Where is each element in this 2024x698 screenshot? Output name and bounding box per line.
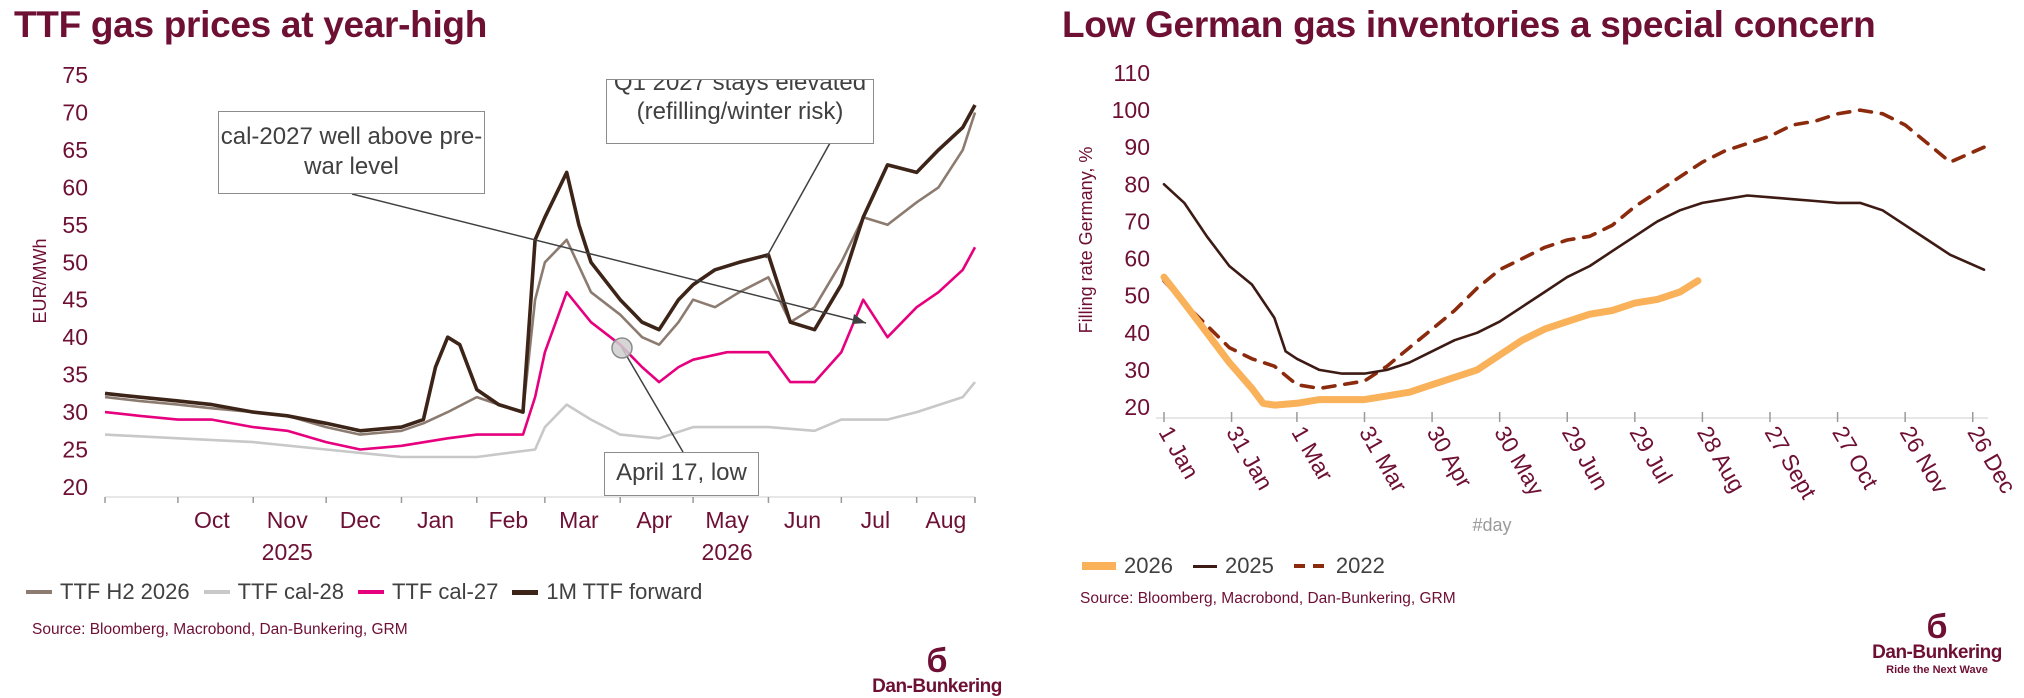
y-tick-label: 40 bbox=[62, 324, 88, 350]
series-line-1m-ttf-forward bbox=[104, 104, 977, 433]
x-tick-label: Jun bbox=[784, 507, 821, 533]
y-tick-label: 70 bbox=[1124, 208, 1150, 234]
y-tick-label: 55 bbox=[62, 212, 88, 238]
annotation-leader-april17 bbox=[621, 347, 684, 453]
y-tick-label: 110 bbox=[1113, 60, 1150, 86]
y-tick-label: 60 bbox=[1124, 246, 1150, 272]
x-tick-label: Nov bbox=[267, 507, 308, 533]
x-tick-label: 1 Jan bbox=[1154, 422, 1205, 484]
left-source: Source: Bloomberg, Macrobond, Dan-Bunker… bbox=[32, 621, 408, 638]
x-axis-title: #day bbox=[1472, 515, 1511, 535]
legend-swatch bbox=[26, 590, 52, 594]
legend-swatch bbox=[1192, 564, 1217, 568]
x-tick-label: 29 Jun bbox=[1557, 422, 1614, 495]
series-line-2026 bbox=[1160, 273, 1702, 409]
x-tick-label: 27 Oct bbox=[1827, 422, 1884, 494]
legend-swatch bbox=[1293, 564, 1328, 568]
y-tick-label: 20 bbox=[1124, 394, 1150, 420]
y-tick-label: 90 bbox=[1124, 134, 1150, 160]
x-year-label: 2025 bbox=[262, 539, 313, 565]
x-tick-label: Jul bbox=[861, 507, 890, 533]
legend-item-1m-ttf: 1M TTF forward bbox=[512, 579, 702, 605]
legend-item-cal27: TTF cal-27 bbox=[357, 579, 498, 605]
legend-swatch bbox=[1082, 562, 1116, 570]
x-tick-label: Aug bbox=[925, 507, 966, 533]
series-line-2025 bbox=[1162, 183, 1986, 375]
y-tick-label: 65 bbox=[62, 137, 88, 163]
x-tick-label: May bbox=[705, 507, 749, 533]
y-axis-title: Filling rate Germany, % bbox=[1076, 147, 1096, 334]
y-tick-label: 30 bbox=[62, 399, 88, 425]
y-tick-label: 70 bbox=[62, 99, 88, 125]
arrowhead-icon bbox=[852, 314, 866, 324]
y-tick-label: 50 bbox=[1124, 283, 1150, 309]
legend-item-cal28: TTF cal-28 bbox=[203, 579, 344, 605]
y-tick-label: 45 bbox=[62, 287, 88, 313]
series-line-2022 bbox=[1162, 108, 1986, 391]
x-tick-label: Mar bbox=[559, 507, 599, 533]
x-tick-label: Oct bbox=[194, 507, 230, 533]
right-chart-panel: Low German gas inventories a special con… bbox=[1062, 0, 2024, 698]
left-chart-panel: TTF gas prices at year-high 20 25 30 35 40 45… bbox=[14, 4, 1012, 698]
x-tick-label: 29 Jul bbox=[1624, 422, 1677, 488]
x-tick-label: Feb bbox=[489, 507, 529, 533]
x-tick-label: 26 Nov bbox=[1895, 422, 1954, 499]
legend-swatch bbox=[357, 590, 384, 594]
right-source: Source: Bloomberg, Macrobond, Dan-Bunker… bbox=[1080, 590, 1456, 607]
logo-mark-icon: б bbox=[926, 646, 948, 680]
x-tick-label: 30 Apr bbox=[1422, 422, 1478, 493]
left-logo: б Dan-Bunkering bbox=[862, 646, 1012, 698]
annotation-q1-2027: Q1 2027 stays elevated (refilling/winter… bbox=[606, 79, 874, 144]
annotation-leader-q1-2027 bbox=[765, 142, 831, 259]
y-tick-label: 40 bbox=[1124, 320, 1150, 346]
x-tick-label: 27 Sept bbox=[1760, 422, 1822, 504]
y-tick-label: 35 bbox=[62, 362, 88, 388]
legend-swatch bbox=[512, 589, 539, 595]
y-tick-label: 30 bbox=[1124, 357, 1150, 383]
x-tick-label: 30 May bbox=[1489, 422, 1549, 501]
legend-item-2026: 2026 bbox=[1082, 553, 1173, 579]
y-tick-label: 80 bbox=[1124, 171, 1150, 197]
legend-item-2022: 2022 bbox=[1293, 553, 1385, 579]
logo-mark-icon: б bbox=[1926, 608, 1948, 646]
left-chart-title: TTF gas prices at year-high bbox=[14, 4, 488, 45]
y-tick-label: 60 bbox=[62, 174, 88, 200]
german-storage-chart: 20 30 40 50 60 70 80 90 100 110 Filling rate Germa… bbox=[1076, 60, 2021, 535]
annotation-leader-cal2027 bbox=[351, 193, 867, 324]
y-tick-label: 25 bbox=[62, 437, 88, 463]
y-tick-label: 20 bbox=[62, 474, 88, 500]
y-tick-label: 75 bbox=[62, 62, 88, 88]
x-tick-label: Apr bbox=[636, 507, 672, 533]
series-line-ttf-h2-2026 bbox=[104, 112, 977, 436]
y-axis-title: EUR/MWh bbox=[30, 239, 50, 324]
april17-marker bbox=[611, 337, 633, 359]
x-tick-label: 31 Jan bbox=[1221, 422, 1278, 495]
legend-item-2025: 2025 bbox=[1192, 553, 1274, 579]
x-tick-label: 28 Aug bbox=[1692, 422, 1750, 497]
y-tick-label: 100 bbox=[1112, 97, 1150, 123]
right-legend: 2026 2025 2022 bbox=[1082, 553, 1399, 579]
legend-item-h2-2026: TTF H2 2026 bbox=[26, 579, 190, 605]
series-line-ttf-cal-28 bbox=[104, 381, 977, 459]
x-tick-label: 31 Mar bbox=[1354, 422, 1412, 497]
right-logo: б Dan-Bunkering Ride the Next Wave bbox=[1862, 608, 2012, 676]
x-tick-label: 1 Mar bbox=[1287, 422, 1339, 486]
annotation-april17: April 17, low bbox=[604, 452, 759, 496]
annotation-cal2027: cal-2027 well above pre-war level bbox=[218, 111, 485, 194]
right-chart-title: Low German gas inventories a special con… bbox=[1062, 4, 1876, 45]
y-tick-label: 50 bbox=[62, 249, 88, 275]
legend-swatch bbox=[203, 590, 230, 594]
left-legend: TTF H2 2026 TTF cal-28 TTF cal-27 1M TTF… bbox=[26, 579, 716, 605]
x-tick-label: Dec bbox=[340, 507, 381, 533]
x-tick-label: Jan bbox=[417, 507, 454, 533]
x-tick-label: 26 Dec bbox=[1962, 422, 2021, 498]
x-year-label: 2026 bbox=[702, 539, 753, 565]
